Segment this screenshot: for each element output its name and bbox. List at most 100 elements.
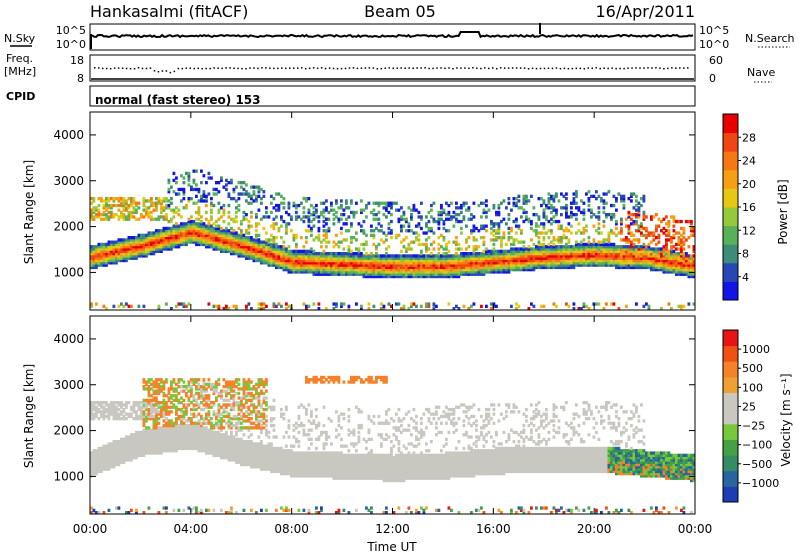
heatmap-cell — [162, 217, 166, 221]
heatmap-cell — [292, 233, 296, 237]
heatmap-cell — [692, 249, 695, 253]
heatmap-cell — [150, 430, 153, 435]
heatmap-cell — [607, 236, 611, 240]
heatmap-cell — [155, 428, 158, 432]
heatmap-cell — [332, 258, 336, 263]
heatmap-cell — [640, 261, 643, 265]
heatmap-cell — [285, 265, 288, 270]
heatmap-cell — [255, 258, 258, 263]
heatmap-cell — [455, 274, 458, 279]
heatmap-cell — [167, 419, 171, 423]
heatmap-cell — [305, 268, 308, 272]
heatmap-cell — [92, 263, 96, 267]
heatmap-cell — [145, 213, 148, 217]
heatmap-cell — [437, 270, 441, 274]
heatmap-cell — [232, 231, 236, 235]
heatmap-cell — [625, 247, 628, 251]
heatmap-cell — [462, 252, 466, 256]
heatmap-cell — [532, 258, 536, 263]
heatmap-cell — [215, 242, 218, 247]
heatmap-cell — [242, 252, 246, 256]
heatmap-cell — [437, 222, 441, 226]
heatmap-cell — [607, 242, 611, 247]
heatmap-cell — [427, 270, 431, 274]
heatmap-cell — [350, 252, 353, 256]
heatmap-cell — [252, 247, 256, 251]
heatmap-cell — [597, 242, 601, 247]
heatmap-cell — [150, 201, 153, 205]
heatmap-cell — [192, 219, 196, 224]
heatmap-cell — [140, 437, 143, 441]
heatmap-cell — [210, 238, 213, 242]
heatmap-cell — [322, 210, 326, 215]
heatmap-cell — [425, 258, 428, 263]
heatmap-cell — [377, 229, 381, 233]
heatmap-cell — [375, 263, 378, 267]
heatmap-cell — [517, 226, 521, 231]
heatmap-cell — [647, 254, 651, 258]
heatmap-cell — [307, 197, 311, 201]
heatmap-cell — [117, 208, 121, 212]
heatmap-cell — [557, 236, 561, 240]
heatmap-cell — [632, 233, 636, 237]
heatmap-cell — [442, 238, 446, 242]
heatmap-cell — [155, 231, 158, 235]
heatmap-cell — [167, 190, 171, 194]
heatmap-cell — [125, 206, 128, 210]
heatmap-cell — [487, 256, 491, 260]
heatmap-cell — [495, 236, 498, 240]
heatmap-cell — [660, 307, 663, 310]
freq-label: Freq. — [6, 52, 33, 65]
heatmap-cell — [215, 238, 218, 242]
heatmap-cell — [645, 236, 648, 240]
heatmap-cell — [542, 238, 546, 242]
heatmap-cell — [522, 210, 526, 215]
heatmap-cell — [297, 268, 301, 272]
heatmap-cell — [532, 229, 536, 233]
heatmap-cell — [670, 236, 673, 240]
heatmap-cell — [152, 440, 156, 444]
heatmap-cell — [557, 226, 561, 231]
heatmap-cell — [272, 245, 276, 249]
heatmap-cell — [360, 258, 363, 263]
heatmap-cell — [532, 256, 536, 260]
heatmap-cell — [137, 444, 141, 448]
heatmap-cell — [585, 245, 588, 249]
heatmap-cell — [270, 201, 273, 205]
heatmap-cell — [212, 226, 216, 231]
heatmap-cell — [565, 249, 568, 253]
heatmap-cell — [307, 215, 311, 219]
heatmap-cell — [440, 265, 443, 270]
heatmap-cell — [175, 240, 178, 244]
heatmap-cell — [540, 265, 543, 270]
heatmap-cell — [442, 222, 446, 226]
heatmap-cell — [302, 256, 306, 260]
heatmap-cell — [115, 458, 118, 462]
heatmap-cell — [300, 270, 303, 274]
heatmap-cell — [147, 385, 151, 389]
heatmap-cell — [460, 258, 463, 263]
heatmap-cell — [417, 238, 421, 242]
heatmap-cell — [285, 226, 288, 231]
heatmap-cell — [270, 194, 273, 198]
heatmap-cell — [220, 231, 223, 235]
heatmap-cell — [407, 254, 411, 258]
heatmap-cell — [557, 265, 561, 270]
heatmap-cell — [380, 238, 383, 242]
heatmap-cell — [170, 437, 173, 441]
heatmap-cell — [542, 304, 546, 308]
heatmap-cell — [202, 242, 206, 247]
heatmap-cell — [660, 265, 663, 270]
heatmap-cell — [527, 217, 531, 221]
heatmap-cell — [405, 274, 408, 279]
heatmap-cell — [412, 274, 416, 279]
heatmap-cell — [525, 268, 528, 272]
heatmap-cell — [617, 249, 621, 253]
heatmap-cell — [272, 304, 276, 308]
heatmap-cell — [457, 206, 461, 210]
heatmap-cell — [147, 412, 151, 416]
heatmap-cell — [290, 265, 293, 270]
heatmap-cell — [162, 215, 166, 219]
heatmap-cell — [585, 254, 588, 258]
heatmap-cell — [507, 236, 511, 240]
